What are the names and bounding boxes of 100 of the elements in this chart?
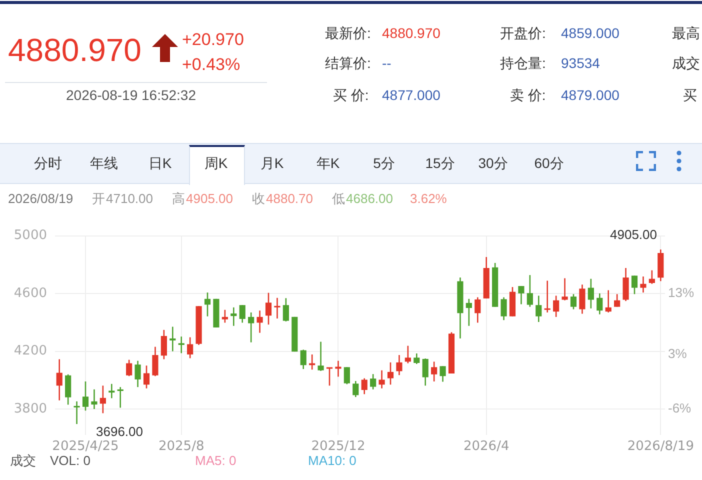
text: 成交 [672, 55, 700, 72]
text: 93534 [561, 55, 600, 72]
x-tick-label: 2025/8 [158, 439, 204, 454]
text: 年K [316, 155, 340, 172]
x-tick-label: 2026/8/19 [627, 439, 694, 454]
text: 周K [204, 155, 228, 172]
candlestick [640, 276, 646, 294]
annotation: 4905.00 [610, 227, 657, 243]
text: 4879.000 [561, 87, 620, 104]
text: 15分 [425, 155, 455, 172]
candlestick [553, 295, 560, 318]
candlestick [100, 384, 106, 414]
text: +20.970 [182, 30, 244, 50]
text: 日K [148, 155, 172, 172]
candlestick [352, 380, 359, 398]
candlestick [422, 358, 428, 386]
text: 4710.00 [106, 191, 153, 207]
text: 低 [332, 191, 345, 207]
candlestick [518, 285, 524, 305]
candlestick [204, 292, 211, 317]
candlestick [378, 370, 385, 390]
candlestick [648, 270, 655, 285]
y2-tick-label: 13% [668, 285, 694, 300]
text: 月K [260, 155, 284, 172]
text: +0.43% [182, 55, 240, 75]
text: 2026/08/19 [8, 191, 74, 207]
text: 4880.970 [8, 32, 142, 69]
text: 收 [252, 191, 265, 207]
text: -- [382, 55, 392, 72]
x-tick-label: 2025/4/25 [52, 439, 119, 454]
candlestick [466, 298, 472, 327]
text: 开 [92, 191, 105, 207]
text: 买 价: [333, 87, 369, 104]
candlestick [631, 274, 638, 295]
text: MA10: 0 [308, 453, 356, 469]
candlestick [605, 290, 612, 314]
y-tick-label: 4200 [14, 344, 47, 359]
candlestick [318, 341, 324, 372]
text: 成交 [10, 453, 36, 469]
x-tick-label: 2026/4 [463, 439, 510, 454]
candlestick [579, 284, 586, 314]
text: 2026-08-19 16:52:32 [66, 87, 196, 104]
candlestick [274, 297, 280, 320]
candlestick [178, 336, 184, 354]
x-tick-label: 2025/12 [311, 439, 366, 454]
text: MA5: 0 [195, 453, 236, 469]
candlestick [170, 326, 176, 352]
candlestick [160, 329, 167, 360]
candlestick [344, 366, 350, 385]
candlestick [326, 366, 333, 386]
candlestick [544, 280, 550, 314]
candlestick [108, 383, 115, 399]
y-tick-label: 4600 [14, 286, 47, 301]
candlestick [230, 306, 237, 327]
candlestick [117, 386, 124, 408]
candlestick [414, 352, 420, 365]
text: 4686.00 [346, 191, 393, 207]
text: 3.62% [410, 191, 447, 207]
y-tick-label: 3800 [14, 401, 47, 416]
candlestick [74, 400, 80, 425]
text: 5分 [373, 155, 395, 172]
candlestick [91, 388, 98, 410]
text: 4905.00 [186, 191, 233, 207]
candlestick [152, 346, 158, 377]
candlestick [370, 373, 376, 390]
candlestick [239, 304, 246, 324]
candlestick [82, 380, 89, 412]
text: 卖 价: [510, 87, 546, 104]
candlestick [387, 362, 394, 386]
text: 4859.000 [561, 25, 620, 42]
candlestick [500, 296, 507, 321]
text: 30分 [478, 155, 508, 172]
text: 年线 [90, 155, 118, 172]
text: 4877.000 [382, 87, 440, 104]
text: 4880.970 [382, 25, 440, 42]
candlestick [622, 267, 629, 302]
candlestick [248, 312, 254, 343]
text: 买 [683, 87, 697, 104]
text: VOL: 0 [50, 453, 90, 469]
candlestick [56, 358, 62, 402]
y-tick-label: 5000 [14, 228, 47, 244]
y2-tick-label: -6% [668, 400, 692, 416]
candlestick [562, 278, 568, 301]
candlestick [143, 364, 150, 390]
text: 最高 [672, 25, 700, 42]
candlestick [536, 295, 542, 323]
y2-tick-label: 3% [668, 346, 688, 361]
candlestick [588, 278, 594, 310]
text: 分时 [34, 155, 62, 172]
candlestick [526, 274, 533, 308]
candlestick [282, 298, 289, 322]
candlestick [361, 378, 368, 395]
candlestick [265, 292, 272, 326]
annotation: 3696.00 [96, 424, 143, 440]
candlestick [126, 359, 132, 377]
candlestick [474, 296, 481, 324]
candlestick [440, 365, 446, 382]
candlestick [596, 292, 603, 315]
candlestick [335, 360, 342, 378]
candlestick [570, 293, 577, 310]
